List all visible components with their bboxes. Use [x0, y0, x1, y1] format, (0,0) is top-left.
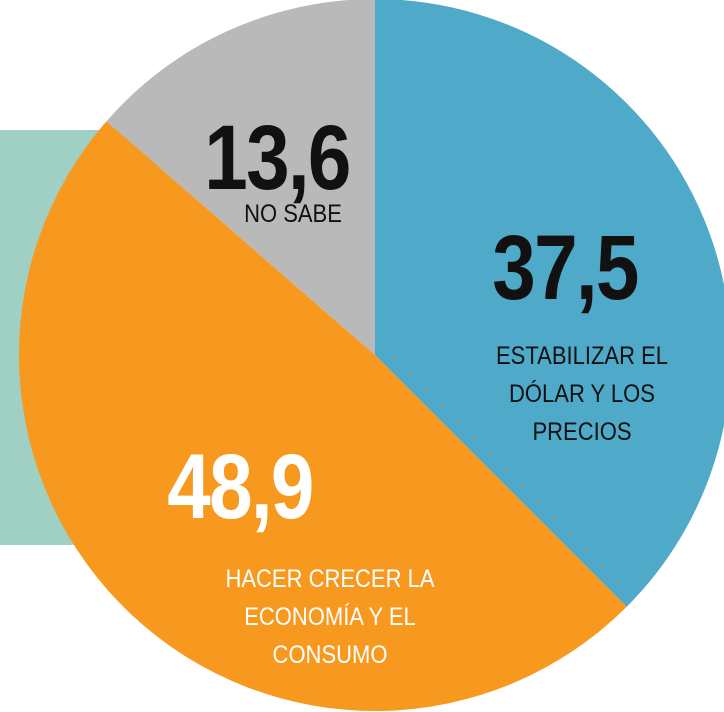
category-label: NO SABE — [244, 200, 342, 228]
value-label: 13,6 — [204, 107, 351, 209]
category-label: ESTABILIZAR EL DÓLAR Y LOS PRECIOS — [496, 342, 668, 446]
category-label: HACER CRECER LA ECONOMÍA Y EL CONSUMO — [225, 565, 435, 669]
pie-slice — [375, 0, 724, 607]
value-label: 48,9 — [167, 436, 314, 538]
value-label: 37,5 — [492, 217, 639, 319]
pie-slice — [106, 0, 375, 355]
pie-slice — [18, 121, 627, 712]
